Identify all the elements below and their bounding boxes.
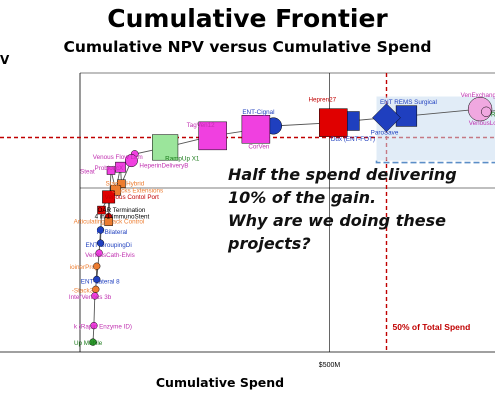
point-label-4-in-1-immunostent-22: 4 in 1 ImmunoStent	[95, 214, 150, 221]
point-label-oar-termination-21: OAR Termination	[98, 207, 146, 214]
point-label-intervenous-3b-30: InterVenous 3b	[69, 294, 112, 301]
point-rampup-x1-13	[152, 134, 179, 161]
point-stacks-extensions-19	[110, 184, 122, 196]
point-label-rampup-x1-13: RampUp X1	[165, 155, 200, 162]
point-probioticx-16	[115, 161, 126, 173]
point-heperindeliveryb-15	[124, 154, 138, 168]
point-label-rampup-unity-3: RampUp Unity	[491, 111, 495, 118]
point-label-ent-groupingdi-25: ENT-GroupingDi	[86, 242, 132, 249]
y-axis-label-fragment: V	[0, 53, 10, 67]
point-label-hi-bilateral-24: Hi-Bilateral	[97, 229, 128, 236]
point-label-k-rapid-enzyme-id-31: k (Rapid Enzyme ID)	[74, 324, 132, 331]
point-label-venousloop-5: VenousLoop	[469, 120, 495, 127]
slide-title: Cumulative Frontier	[107, 4, 388, 33]
callout-line-1: Half the spend delivering	[228, 165, 457, 184]
callout-line-3: Why are we doing these	[228, 211, 446, 230]
point-label-ent-cignal-10: ENT-Cignal	[242, 109, 274, 116]
half-spend-reference-label: 50% of Total Spend	[393, 322, 471, 332]
point-stacks-hybrid-18	[117, 179, 126, 188]
point-label-venexchange-4: VenExchange	[461, 92, 495, 99]
slide-subtitle: Cumulative NPV versus Cumulative Spend	[63, 38, 432, 56]
point-label-venous-flow-lam-14: Venous Flow Lam	[93, 154, 143, 161]
point-parosave-7	[372, 103, 401, 133]
point-ent-groupingdi-25	[96, 239, 105, 247]
callout-text: Half the spend delivering 10% of the gai…	[228, 163, 490, 255]
point-venouscath-elvis-26	[95, 249, 103, 257]
point-label-dux-ent-fot-8: Dux (ENT-FOT)	[331, 136, 375, 143]
point-intervenous-3b-30	[91, 292, 99, 300]
point-corven-11	[241, 115, 271, 144]
point-label-articulating-stack-control-23: Articulating Stack Control	[74, 219, 145, 226]
point-hepren27-9	[319, 108, 348, 137]
x-tick-label-500m: $500M	[319, 362, 341, 369]
point-articulating-stack-control-23	[104, 217, 113, 226]
point-label-corven-11: CorVen	[248, 143, 270, 150]
callout-line-2: 10% of the gain.	[228, 188, 377, 207]
point-label-stacks-hybrid-18: Stacks Hybrid	[105, 181, 144, 188]
point-oar-termination-21	[97, 205, 106, 215]
point-label-heperindeliveryb-15: HeperinDeliveryB	[139, 163, 188, 170]
point-label-stacks-extensions-19: Stacks Extensions	[112, 187, 163, 194]
point-label-up-mobile-32: Up Mobile	[74, 340, 103, 347]
point-steat-17	[106, 166, 116, 175]
point-tagven12-12	[198, 121, 227, 151]
point-label-tagven12-12: TagVen12	[187, 122, 216, 129]
point-label-ent-rems-surgical-6: ENT REMS Surgical	[380, 99, 437, 106]
point-label-venous-contol-port-20: Venous Contol Port	[105, 194, 160, 201]
point-label-ent-lateral-8-28: ENT-Lateral 8	[81, 278, 120, 285]
point-label-steat-17: Steat	[80, 169, 95, 176]
point-up-mobile-32	[89, 338, 97, 346]
point-venousloop-5	[481, 106, 492, 117]
point-hi-bilateral-24	[96, 226, 105, 234]
point-venous-contol-port-20	[102, 190, 116, 204]
point-label-stack37-29: -Stack37	[72, 287, 97, 294]
highlight-border	[375, 160, 495, 164]
x-axis-label: Cumulative Spend	[155, 375, 285, 390]
point-k-rapid-enzyme-id-31	[90, 321, 98, 330]
point-label-probioticx-16: ProbioticX	[95, 165, 124, 172]
point-label-venouscath-elvis-26: VenousCath-Elvis	[85, 252, 135, 259]
point-label-parosave-7: ParoSave	[371, 130, 399, 137]
point-label-hepren27-9: Hepren27	[308, 97, 336, 104]
callout-line-4: projects?	[228, 234, 311, 253]
point-ent-lateral-8-28	[93, 275, 101, 284]
point-ioinerprop-27	[93, 262, 101, 270]
point-label-ioinerprop-27: ioinerProp	[70, 264, 99, 271]
